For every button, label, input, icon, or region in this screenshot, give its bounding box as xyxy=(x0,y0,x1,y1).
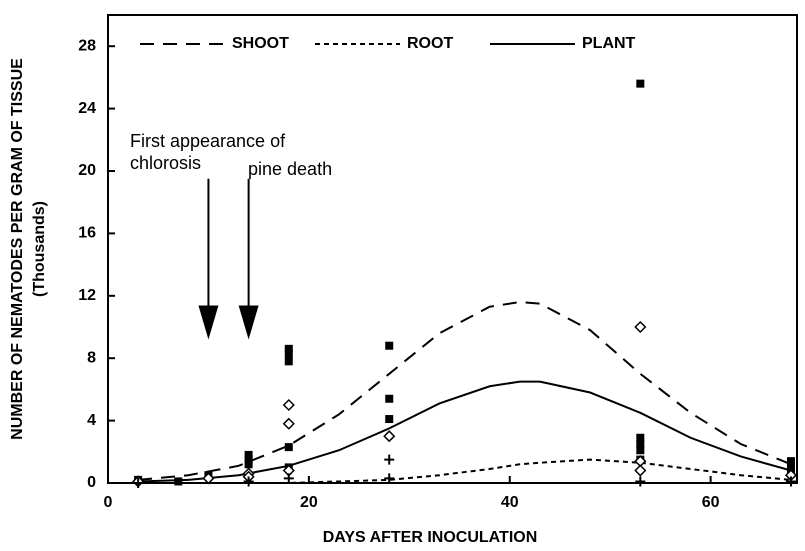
point-square xyxy=(284,357,293,366)
y-tick-label: 28 xyxy=(78,37,96,54)
point-plus xyxy=(384,454,395,465)
y-tick-label: 8 xyxy=(87,349,96,366)
legend-label: ROOT xyxy=(407,35,453,52)
y-tick-label: 4 xyxy=(87,412,96,429)
y-tick-label: 24 xyxy=(78,100,96,117)
point-diamond xyxy=(282,398,295,412)
point-plus xyxy=(133,478,144,488)
annotation-text: chlorosis xyxy=(130,153,201,173)
point-square xyxy=(636,440,645,448)
point-square xyxy=(385,415,394,424)
point-plus xyxy=(243,476,254,487)
point-square xyxy=(385,394,394,403)
annotation-arrow-head xyxy=(238,305,259,340)
legend-label: PLANT xyxy=(582,35,636,52)
point-square xyxy=(636,446,645,455)
point-square xyxy=(284,443,293,452)
x-tick-label: 60 xyxy=(702,494,720,511)
plot-frame xyxy=(107,14,798,484)
point-plus xyxy=(384,473,395,484)
point-square xyxy=(174,477,183,486)
point-square xyxy=(636,79,645,88)
point-diamond xyxy=(383,430,396,443)
point-square xyxy=(284,349,293,358)
y-axis-label: NUMBER OF NEMATODES PER GRAM OF TISSUE xyxy=(9,58,26,440)
point-square xyxy=(786,457,795,466)
x-axis-label: DAYS AFTER INOCULATION xyxy=(323,529,538,546)
point-diamond xyxy=(202,472,215,485)
point-square xyxy=(385,341,394,350)
y-tick-label: 12 xyxy=(78,287,96,304)
legend-label: SHOOT xyxy=(232,35,289,52)
point-square xyxy=(636,433,645,442)
point-plus xyxy=(785,476,796,487)
point-square xyxy=(244,460,253,469)
series-line xyxy=(138,458,792,484)
annotation-arrow-head xyxy=(198,305,219,340)
point-square xyxy=(244,450,253,459)
point-diamond xyxy=(634,320,647,334)
y-tick-label: 0 xyxy=(87,474,96,491)
point-square xyxy=(284,344,293,353)
series-line xyxy=(138,380,792,483)
point-diamond xyxy=(634,464,647,477)
x-tick-label: 40 xyxy=(501,494,519,511)
y-tick-label: 16 xyxy=(78,225,96,242)
point-plus xyxy=(283,473,294,484)
y-axis-label-sub: (Thousands) xyxy=(31,201,48,297)
series-line xyxy=(138,301,792,481)
point-square xyxy=(244,455,253,464)
point-diamond xyxy=(282,417,295,430)
y-tick-label: 20 xyxy=(78,162,96,179)
x-tick-label: 20 xyxy=(300,494,318,511)
annotation-text: First appearance of xyxy=(130,131,286,151)
point-plus xyxy=(635,476,646,487)
x-tick-label: 0 xyxy=(104,494,113,511)
annotation-text: pine death xyxy=(248,159,332,179)
